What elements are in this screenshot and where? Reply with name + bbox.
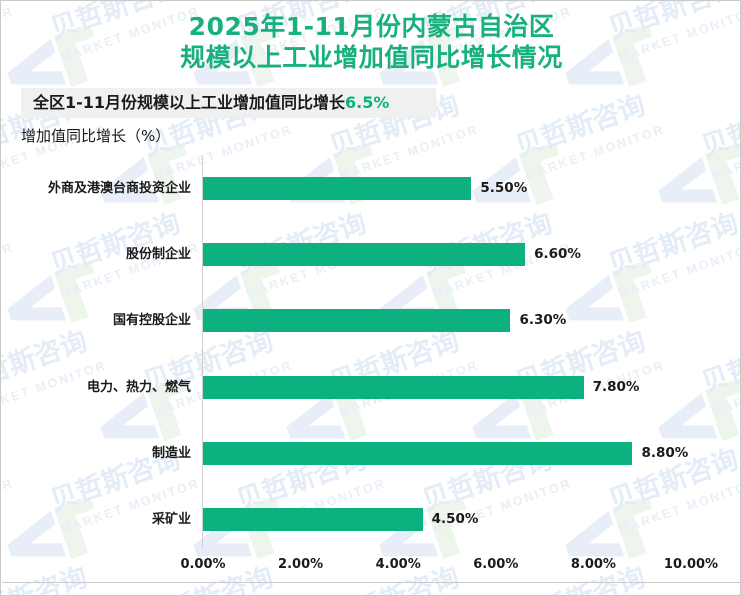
bar-row: 电力、热力、燃气 7.80%	[1, 375, 740, 399]
bar-row: 外商及港澳台商投资企业 5.50%	[1, 177, 740, 200]
bar[interactable]	[203, 243, 526, 267]
x-axis-tick-label: 2.00%	[278, 557, 324, 572]
subtitle: 全区1-11月份规模以上工业增加值同比增长6.5%	[33, 92, 389, 114]
y-axis-line	[202, 156, 203, 548]
x-axis-tick-label: 10.00%	[663, 557, 719, 572]
subtitle-band	[21, 88, 436, 118]
x-axis-tick-label: 6.00%	[473, 557, 519, 572]
category-label: 制造业	[151, 445, 191, 461]
axis-title: 增加值同比增长（%）	[21, 127, 171, 145]
bar[interactable]	[203, 508, 423, 531]
category-label: 电力、热力、燃气	[86, 379, 191, 395]
bar[interactable]	[203, 375, 584, 399]
bar-row: 国有控股企业 6.30%	[1, 309, 740, 333]
subtitle-value: 6.5%	[345, 93, 390, 112]
bar[interactable]	[203, 441, 633, 465]
bottom-border-line	[2, 582, 740, 583]
bar-value-label: 7.80%	[592, 378, 640, 395]
bar-value-label: 6.30%	[519, 312, 567, 329]
category-label: 外商及港澳台商投资企业	[47, 181, 191, 196]
category-label: 采矿业	[151, 512, 191, 527]
bar-value-label: 6.60%	[534, 246, 581, 263]
bar-value-label: 4.50%	[431, 511, 479, 527]
category-label: 国有控股企业	[112, 313, 191, 329]
bar-value-label: 8.80%	[641, 444, 689, 461]
bar-value-label: 5.50%	[480, 180, 528, 196]
subtitle-prefix: 全区1-11月份规模以上工业增加值同比增长	[33, 93, 346, 112]
x-axis-tick-label: 8.00%	[570, 557, 616, 572]
bar-row: 股份制企业 6.60%	[1, 243, 740, 267]
category-label: 股份制企业	[125, 247, 191, 263]
bar[interactable]	[203, 177, 472, 200]
bar-row: 制造业 8.80%	[1, 441, 740, 465]
x-axis-tick-label: 0.00%	[180, 557, 226, 572]
bar[interactable]	[203, 309, 511, 333]
bar-row: 采矿业 4.50%	[1, 508, 740, 531]
x-axis-tick-label: 4.00%	[375, 557, 421, 572]
